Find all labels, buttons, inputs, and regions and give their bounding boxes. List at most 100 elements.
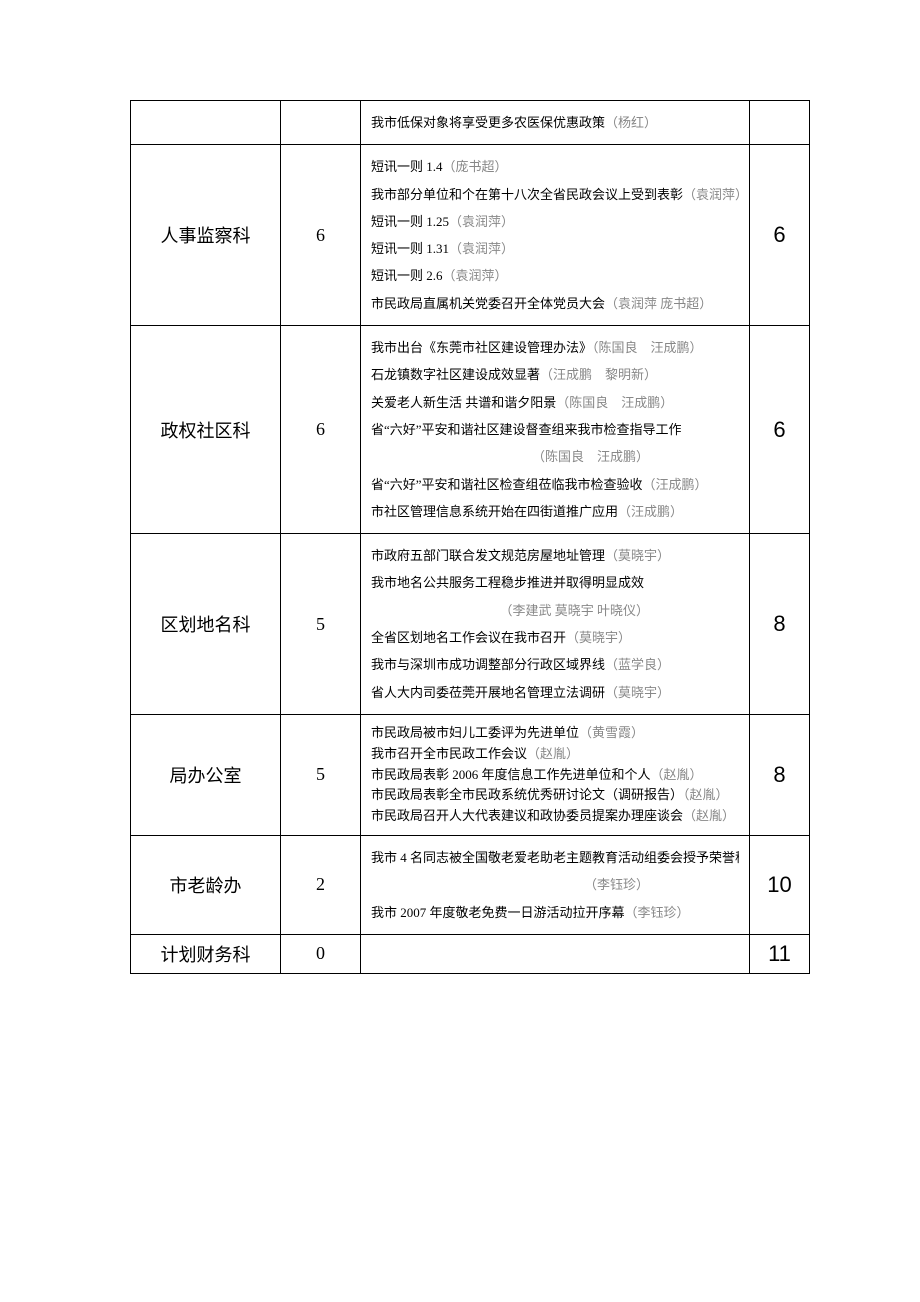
detail-text: 市政府五部门联合发文规范房屋地址管理	[371, 548, 605, 563]
detail-author: （黄雪霞）	[579, 725, 644, 740]
detail-author: （陈国良 汪成鹏）	[556, 395, 673, 410]
detail-line: 石龙镇数字社区建设成效显著（汪成鹏 黎明新）	[371, 361, 739, 388]
table-row: 人事监察科6短讯一则 1.4（庞书超）我市部分单位和个在第十八次全省民政会议上受…	[131, 145, 810, 326]
detail-line: （陈国良 汪成鹏）	[371, 443, 739, 470]
detail-text: 短讯一则 1.31	[371, 241, 449, 256]
detail-line: 省“六好”平安和谐社区检查组莅临我市检查验收（汪成鹏）	[371, 471, 739, 498]
detail-text: 我市低保对象将享受更多农医保优惠政策	[371, 115, 605, 130]
detail-text: 短讯一则 2.6	[371, 268, 443, 283]
details-cell	[361, 934, 750, 973]
count-cell: 2	[281, 835, 361, 934]
detail-line: 我市出台《东莞市社区建设管理办法》（陈国良 汪成鹏）	[371, 334, 739, 361]
detail-text: 省人大内司委莅莞开展地名管理立法调研	[371, 685, 605, 700]
detail-author: （莫晓宇）	[605, 685, 670, 700]
dept-cell	[131, 101, 281, 145]
rank-cell: 10	[750, 835, 810, 934]
count-cell	[281, 101, 361, 145]
detail-text: 我市地名公共服务工程稳步推进并取得明显成效	[371, 575, 644, 590]
detail-author: （莫晓宇）	[566, 630, 631, 645]
detail-line: 省人大内司委莅莞开展地名管理立法调研（莫晓宇）	[371, 679, 739, 706]
detail-line: 省“六好”平安和谐社区建设督查组来我市检查指导工作	[371, 416, 739, 443]
detail-text: 我市召开全市民政工作会议	[371, 746, 527, 761]
detail-line: 市政府五部门联合发文规范房屋地址管理（莫晓宇）	[371, 542, 739, 569]
detail-author: （赵胤）	[683, 787, 729, 802]
detail-author: （杨红）	[605, 115, 657, 130]
detail-line: （李钰珍）	[371, 871, 739, 898]
detail-text: 市民政局召开人大代表建议和政协委员提案办理座谈会	[371, 808, 683, 823]
detail-line: 短讯一则 2.6（袁润萍）	[371, 262, 739, 289]
details-cell: 我市出台《东莞市社区建设管理办法》（陈国良 汪成鹏）石龙镇数字社区建设成效显著（…	[361, 326, 750, 534]
detail-author: （汪成鹏）	[618, 504, 683, 519]
dept-cell: 政权社区科	[131, 326, 281, 534]
dept-cell: 市老龄办	[131, 835, 281, 934]
detail-text: 省“六好”平安和谐社区检查组莅临我市检查验收	[371, 477, 643, 492]
detail-line: 关爱老人新生活 共谱和谐夕阳景（陈国良 汪成鹏）	[371, 389, 739, 416]
detail-line: 全省区划地名工作会议在我市召开（莫晓宇）	[371, 624, 739, 651]
detail-author: （李建武 莫晓宇 叶晓仪）	[499, 603, 649, 618]
detail-text: 石龙镇数字社区建设成效显著	[371, 367, 540, 382]
detail-text: 市民政局表彰全市民政系统优秀研讨论文（调研报告）	[371, 787, 683, 802]
detail-text: 我市部分单位和个在第十八次全省民政会议上受到表彰	[371, 187, 683, 202]
detail-author: （袁润萍 庞书超）	[605, 296, 712, 311]
count-cell: 5	[281, 534, 361, 715]
detail-line: 市社区管理信息系统开始在四街道推广应用（汪成鹏）	[371, 498, 739, 525]
detail-line: 我市 4 名同志被全国敬老爱老助老主题教育活动组委会授予荣誉称号	[371, 844, 739, 871]
details-cell: 我市低保对象将享受更多农医保优惠政策（杨红）	[361, 101, 750, 145]
detail-line: 短讯一则 1.25（袁润萍）	[371, 208, 739, 235]
detail-text: 我市出台《东莞市社区建设管理办法》	[371, 340, 592, 355]
count-cell: 5	[281, 714, 361, 835]
detail-author: （李钰珍）	[584, 877, 649, 892]
table-row: 市老龄办2 我市 4 名同志被全国敬老爱老助老主题教育活动组委会授予荣誉称号 （李钰…	[131, 835, 810, 934]
detail-line: 市民政局召开人大代表建议和政协委员提案办理座谈会（赵胤）	[371, 806, 739, 827]
table-row: 计划财务科0 11	[131, 934, 810, 973]
detail-line: 市民政局被市妇儿工委评为先进单位（黄雪霞）	[371, 723, 739, 744]
detail-text: 我市 4 名同志被全国敬老爱老助老主题教育活动组委会授予荣誉称号	[371, 850, 739, 865]
detail-text: 短讯一则 1.4	[371, 159, 443, 174]
detail-author: （赵胤）	[683, 808, 735, 823]
rank-cell: 11	[750, 934, 810, 973]
rank-cell: 6	[750, 326, 810, 534]
detail-author: （袁润萍）	[683, 187, 739, 202]
detail-line: 我市低保对象将享受更多农医保优惠政策（杨红）	[371, 109, 739, 136]
detail-author: （袁润萍）	[443, 268, 508, 283]
detail-author: （袁润萍）	[449, 241, 514, 256]
details-cell: 市民政局被市妇儿工委评为先进单位（黄雪霞）我市召开全市民政工作会议（赵胤）市民政…	[361, 714, 750, 835]
count-cell: 0	[281, 934, 361, 973]
detail-line: （李建武 莫晓宇 叶晓仪）	[371, 597, 739, 624]
detail-line: 市民政局表彰 2006 年度信息工作先进单位和个人（赵胤）	[371, 765, 739, 786]
detail-line: 市民政局表彰全市民政系统优秀研讨论文（调研报告）（赵胤）	[371, 785, 739, 806]
detail-line: 我市与深圳市成功调整部分行政区域界线（蓝学良）	[371, 651, 739, 678]
detail-author: （蓝学良）	[605, 657, 670, 672]
detail-line: 我市部分单位和个在第十八次全省民政会议上受到表彰（袁润萍）	[371, 181, 739, 208]
dept-cell: 计划财务科	[131, 934, 281, 973]
detail-author: （袁润萍）	[449, 214, 514, 229]
detail-author: （莫晓宇）	[605, 548, 670, 563]
details-cell: 市政府五部门联合发文规范房屋地址管理（莫晓宇）我市地名公共服务工程稳步推进并取得…	[361, 534, 750, 715]
detail-line: 市民政局直属机关党委召开全体党员大会（袁润萍 庞书超）	[371, 290, 739, 317]
dept-cell: 人事监察科	[131, 145, 281, 326]
details-cell: 短讯一则 1.4（庞书超）我市部分单位和个在第十八次全省民政会议上受到表彰（袁润…	[361, 145, 750, 326]
rank-cell: 8	[750, 534, 810, 715]
detail-line: 我市地名公共服务工程稳步推进并取得明显成效	[371, 569, 739, 596]
department-report-table: 我市低保对象将享受更多农医保优惠政策（杨红）人事监察科6短讯一则 1.4（庞书超…	[130, 100, 810, 974]
rank-cell: 6	[750, 145, 810, 326]
detail-line: 短讯一则 1.4（庞书超）	[371, 153, 739, 180]
detail-author: （赵胤）	[527, 746, 579, 761]
detail-author: （汪成鹏）	[643, 477, 708, 492]
detail-text: 我市与深圳市成功调整部分行政区域界线	[371, 657, 605, 672]
rank-cell: 8	[750, 714, 810, 835]
detail-line: 短讯一则 1.31（袁润萍）	[371, 235, 739, 262]
detail-author: （陈国良 汪成鹏）	[532, 449, 649, 464]
detail-author: （庞书超）	[443, 159, 508, 174]
detail-text: 我市 2007 年度敬老免费一日游活动拉开序幕	[371, 905, 625, 920]
detail-author: （李钰珍）	[625, 905, 690, 920]
detail-author: （赵胤）	[651, 767, 703, 782]
detail-text: 全省区划地名工作会议在我市召开	[371, 630, 566, 645]
detail-text: 省“六好”平安和谐社区建设督查组来我市检查指导工作	[371, 422, 682, 437]
table-row: 政权社区科6我市出台《东莞市社区建设管理办法》（陈国良 汪成鹏）石龙镇数字社区建…	[131, 326, 810, 534]
details-cell: 我市 4 名同志被全国敬老爱老助老主题教育活动组委会授予荣誉称号（李钰珍）我市 …	[361, 835, 750, 934]
detail-text: 市社区管理信息系统开始在四街道推广应用	[371, 504, 618, 519]
detail-text: 市民政局表彰 2006 年度信息工作先进单位和个人	[371, 767, 651, 782]
detail-author: （汪成鹏 黎明新）	[540, 367, 657, 382]
count-cell: 6	[281, 326, 361, 534]
